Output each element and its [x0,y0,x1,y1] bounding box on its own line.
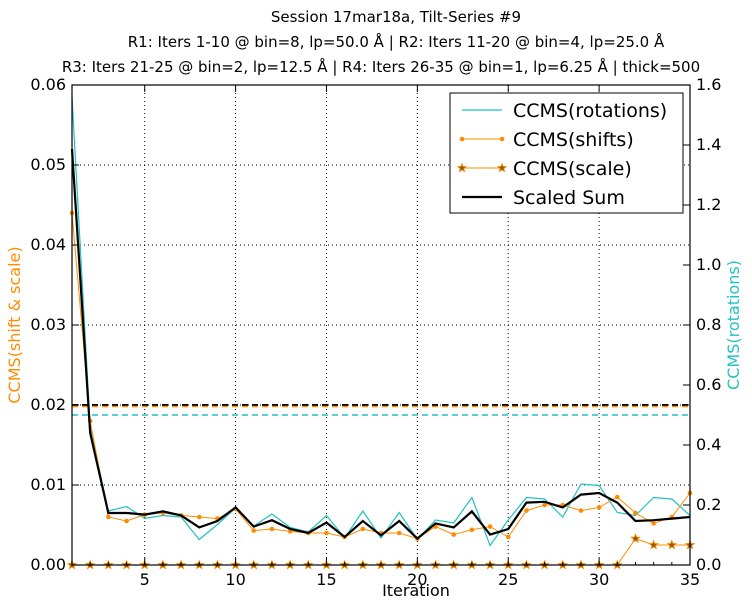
legend: CCMS(rotations) CCMS(shifts) CCMS(scale) Sc… [449,92,684,214]
legend-marker [499,136,505,142]
right-y-tick-label: 0.4 [696,435,721,454]
right-axis-label: CCMS(rotations) [724,260,743,390]
data-point-ccms-shifts [124,518,129,524]
data-point-ccms-scale [630,532,641,544]
title-line-1: Session 17mar18a, Tilt-Series #9 [271,8,521,26]
data-point-ccms-shifts [196,514,202,520]
data-point-ccms-shifts [596,505,602,510]
data-point-ccms-shifts [106,514,111,520]
data-point-ccms-shifts [505,534,511,540]
right-y-tick-label: 0.2 [696,495,721,514]
data-point-ccms-scale [666,539,678,550]
legend-label: CCMS(rotations) [513,100,667,122]
series-line-ccms-rotations [71,96,691,547]
x-tick-label: 10 [225,570,245,589]
legend-label: Scaled Sum [513,187,625,209]
data-point-ccms-shifts [324,530,329,536]
data-point-ccms-shifts [524,508,529,513]
title-line-2: R1: Iters 1-10 @ bin=8, lp=50.0 Å | R2: … [128,32,665,51]
data-point-ccms-shifts [633,510,638,516]
data-point-ccms-shifts [396,530,402,536]
right-y-tick-label: 1.2 [696,195,721,214]
legend-box [449,92,684,214]
legend-marker [459,136,465,142]
x-tick-label: 15 [316,570,336,589]
data-point-ccms-shifts [487,524,493,529]
data-point-ccms-shifts [542,502,547,508]
legend-marker [496,162,508,173]
data-point-ccms-shifts [578,508,584,513]
left-y-tick-label: 0.04 [30,235,66,254]
x-axis-label: Iteration [382,581,450,600]
legend-label: CCMS(scale) [513,158,632,180]
left-y-tick-label: 0.03 [30,315,66,334]
x-tick-label: 35 [680,570,700,589]
left-y-tick-label: 0.05 [30,155,66,174]
right-y-tick-label: 1.4 [696,135,721,154]
axes: 5 10 15 20 25 30 35 0.00 0.01 0.02 0.03 0.04 0.05 0.0… [30,75,721,589]
right-y-tick-label: 0.6 [696,375,721,394]
data-point-ccms-shifts [360,526,366,532]
data-point-ccms-scale [648,539,660,550]
right-y-tick-label: 1.6 [696,75,721,94]
right-y-tick-label: 1.0 [696,255,721,274]
left-y-tick-label: 0.02 [30,395,66,414]
right-y-tick-label: 0.8 [696,315,721,334]
x-tick-label: 5 [140,570,150,589]
left-y-tick-label: 0.00 [30,555,66,574]
data-point-ccms-shifts [614,494,620,500]
reference-lines [72,404,690,416]
data-point-ccms-shifts [269,526,275,532]
right-y-tick-label: 0.0 [696,555,721,574]
data-point-ccms-shifts [651,521,656,526]
legend-marker [456,162,468,173]
data-point-ccms-shifts [469,527,475,533]
data-point-ccms-shifts [251,528,257,533]
x-tick-label: 30 [589,570,609,589]
left-axis-label: CCMS(shift & scale) [5,246,24,403]
series-line-scaled-sum [70,148,691,541]
data-point-ccms-shifts [451,532,457,537]
x-tick-label: 20 [407,570,427,589]
x-tick-label: 25 [498,570,518,589]
left-y-tick-label: 0.01 [30,475,66,494]
legend-label: CCMS(shifts) [513,129,634,151]
title-line-3: R3: Iters 21-25 @ bin=2, lp=12.5 Å | R4:… [62,57,700,76]
left-y-tick-label: 0.06 [30,75,66,94]
chart-title: Session 17mar18a, Tilt-Series #9 R1: Ite… [62,8,700,76]
